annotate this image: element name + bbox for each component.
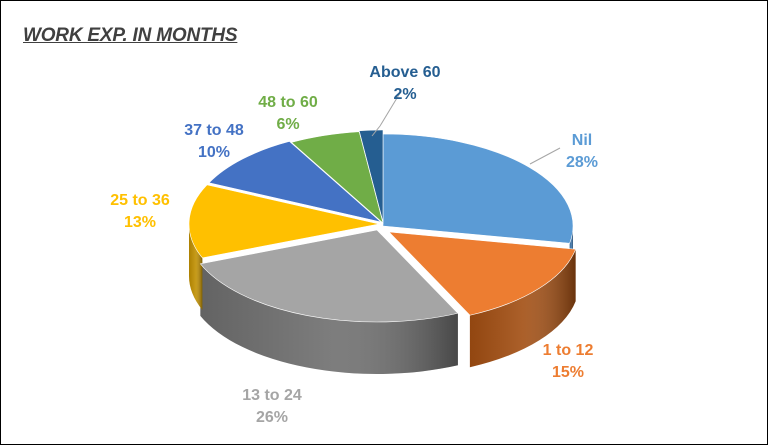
data-label-percent: 13% <box>124 214 156 231</box>
data-label-percent: 10% <box>198 144 230 161</box>
pie-side-shade <box>200 263 458 375</box>
data-label-percent: 2% <box>393 86 416 103</box>
data-label-percent: 6% <box>276 116 299 133</box>
data-label-category: Above 60 <box>369 64 440 81</box>
pie-slice-37-to-48 <box>208 141 382 223</box>
data-labels: Nil 28% 1 to 12 15% 13 to 24 26% 25 to 36 13% 37… <box>110 64 598 426</box>
pie-tops <box>188 129 577 323</box>
leader-line <box>371 92 401 137</box>
pie-slice-13-to-24 <box>199 229 459 323</box>
pie-slice-1-to-12 <box>388 231 577 316</box>
pie-slice-48-to-60 <box>290 131 384 224</box>
data-label-percent: 28% <box>566 154 598 171</box>
pie-side-shade <box>469 249 576 368</box>
data-label-category: 1 to 12 <box>543 342 594 359</box>
leader-line <box>529 147 561 165</box>
data-label-category: 48 to 60 <box>258 94 318 111</box>
pie-slice-nil <box>382 133 574 244</box>
data-label-category: 13 to 24 <box>242 387 302 404</box>
pie-slice-25-to-36 <box>188 184 380 259</box>
pie-slice-above-60 <box>358 129 384 223</box>
pie-side-shade <box>189 224 203 310</box>
data-label-category: 25 to 36 <box>110 192 170 209</box>
data-label-percent: 26% <box>256 409 288 426</box>
data-label-category: 37 to 48 <box>184 122 244 139</box>
chart-title: WORK EXP. IN MONTHS <box>23 25 238 46</box>
data-label-category: Nil <box>572 132 592 149</box>
leader-lines <box>371 92 561 165</box>
data-label-percent: 15% <box>552 364 584 381</box>
pie-sides <box>189 224 576 375</box>
